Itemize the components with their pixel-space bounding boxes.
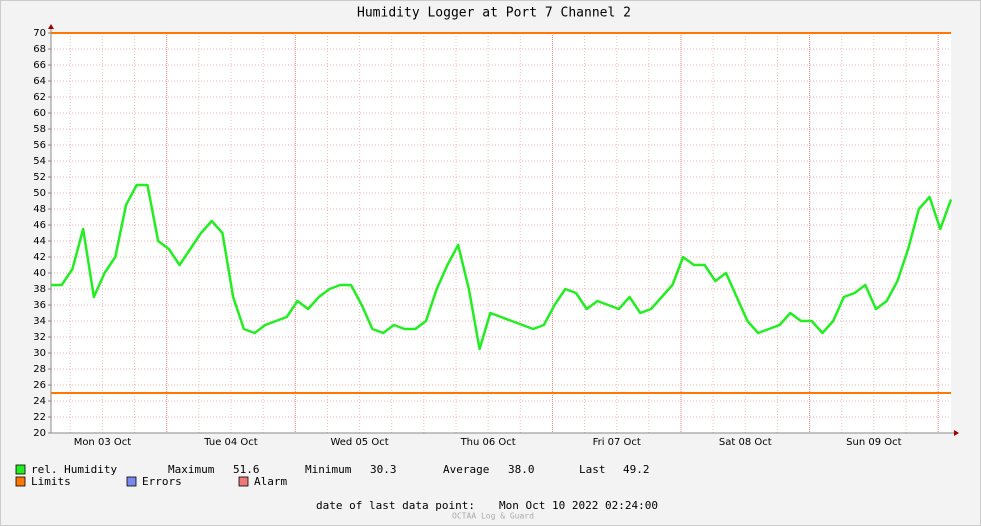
y-tick-label: 58 [33,124,46,135]
y-tick-label: 30 [33,348,46,359]
y-tick-label: 34 [33,316,46,327]
stat-name: Last [579,463,606,476]
x-tick-label: Sat 08 Oct [719,437,772,448]
y-tick-label: 36 [33,300,46,311]
y-tick-label: 28 [33,364,46,375]
y-tick-label: 48 [33,204,46,215]
footer-value: Mon Oct 10 2022 02:24:00 [499,499,658,512]
stat-name: Minimum [305,463,352,476]
y-tick-label: 66 [33,60,46,71]
y-tick-label: 40 [33,268,46,279]
chart-title: Humidity Logger at Port 7 Channel 2 [357,6,631,21]
y-tick-label: 38 [33,284,46,295]
legend-swatch [15,464,26,475]
stat-value: 51.6 [233,463,260,476]
y-tick-label: 26 [33,380,46,391]
stat-name: Maximum [168,463,215,476]
legend-swatch [15,476,26,487]
y-tick-label: 54 [33,156,46,167]
legend-label: Limits [31,475,71,488]
x-tick-label: Fri 07 Oct [593,437,641,448]
plot-area [51,33,951,433]
legend-swatch [126,476,137,487]
data-line [51,183,953,351]
y-tick-label: 64 [33,76,46,87]
y-tick-label: 22 [33,412,46,423]
y-tick-label: 70 [33,28,46,39]
y-tick-label: 68 [33,44,46,55]
legend-label: Alarm [254,475,287,488]
y-tick-label: 56 [33,140,46,151]
stat-value: 30.3 [370,463,397,476]
y-tick-label: 50 [33,188,46,199]
x-tick-label: Tue 04 Oct [203,437,258,448]
x-tick-label: Thu 06 Oct [460,437,516,448]
y-tick-label: 32 [33,332,46,343]
x-tick-label: Sun 09 Oct [846,437,901,448]
y-tick-label: 52 [33,172,46,183]
stat-name: Average [443,463,489,476]
x-tick-label: Wed 05 Oct [330,437,388,448]
legend-label: rel. Humidity [31,463,117,476]
y-tick-label: 60 [33,108,46,119]
y-tick-label: 46 [33,220,46,231]
y-tick-label: 42 [33,252,46,263]
labels: 20 22 24 26 28 30 32 34 36 38 40 42 44 46 48 50 52 54 56 58… [15,28,902,488]
x-tick-label: Mon 03 Oct [74,437,132,448]
credit: OCTAA Log & Guard [452,512,534,521]
legend-label: Errors [142,475,182,488]
stat-value: 38.0 [508,463,535,476]
y-tick-label: 44 [33,236,46,247]
stat-value: 49.2 [623,463,650,476]
x-axis-arrow [954,430,959,436]
footer-label: date of last data point: [316,499,475,512]
y-tick-label: 20 [33,428,46,439]
y-tick-label: 24 [33,396,46,407]
marks [51,32,953,394]
legend-swatch [238,476,249,487]
y-tick-label: 62 [33,92,46,103]
y-axis-arrow [48,24,54,29]
